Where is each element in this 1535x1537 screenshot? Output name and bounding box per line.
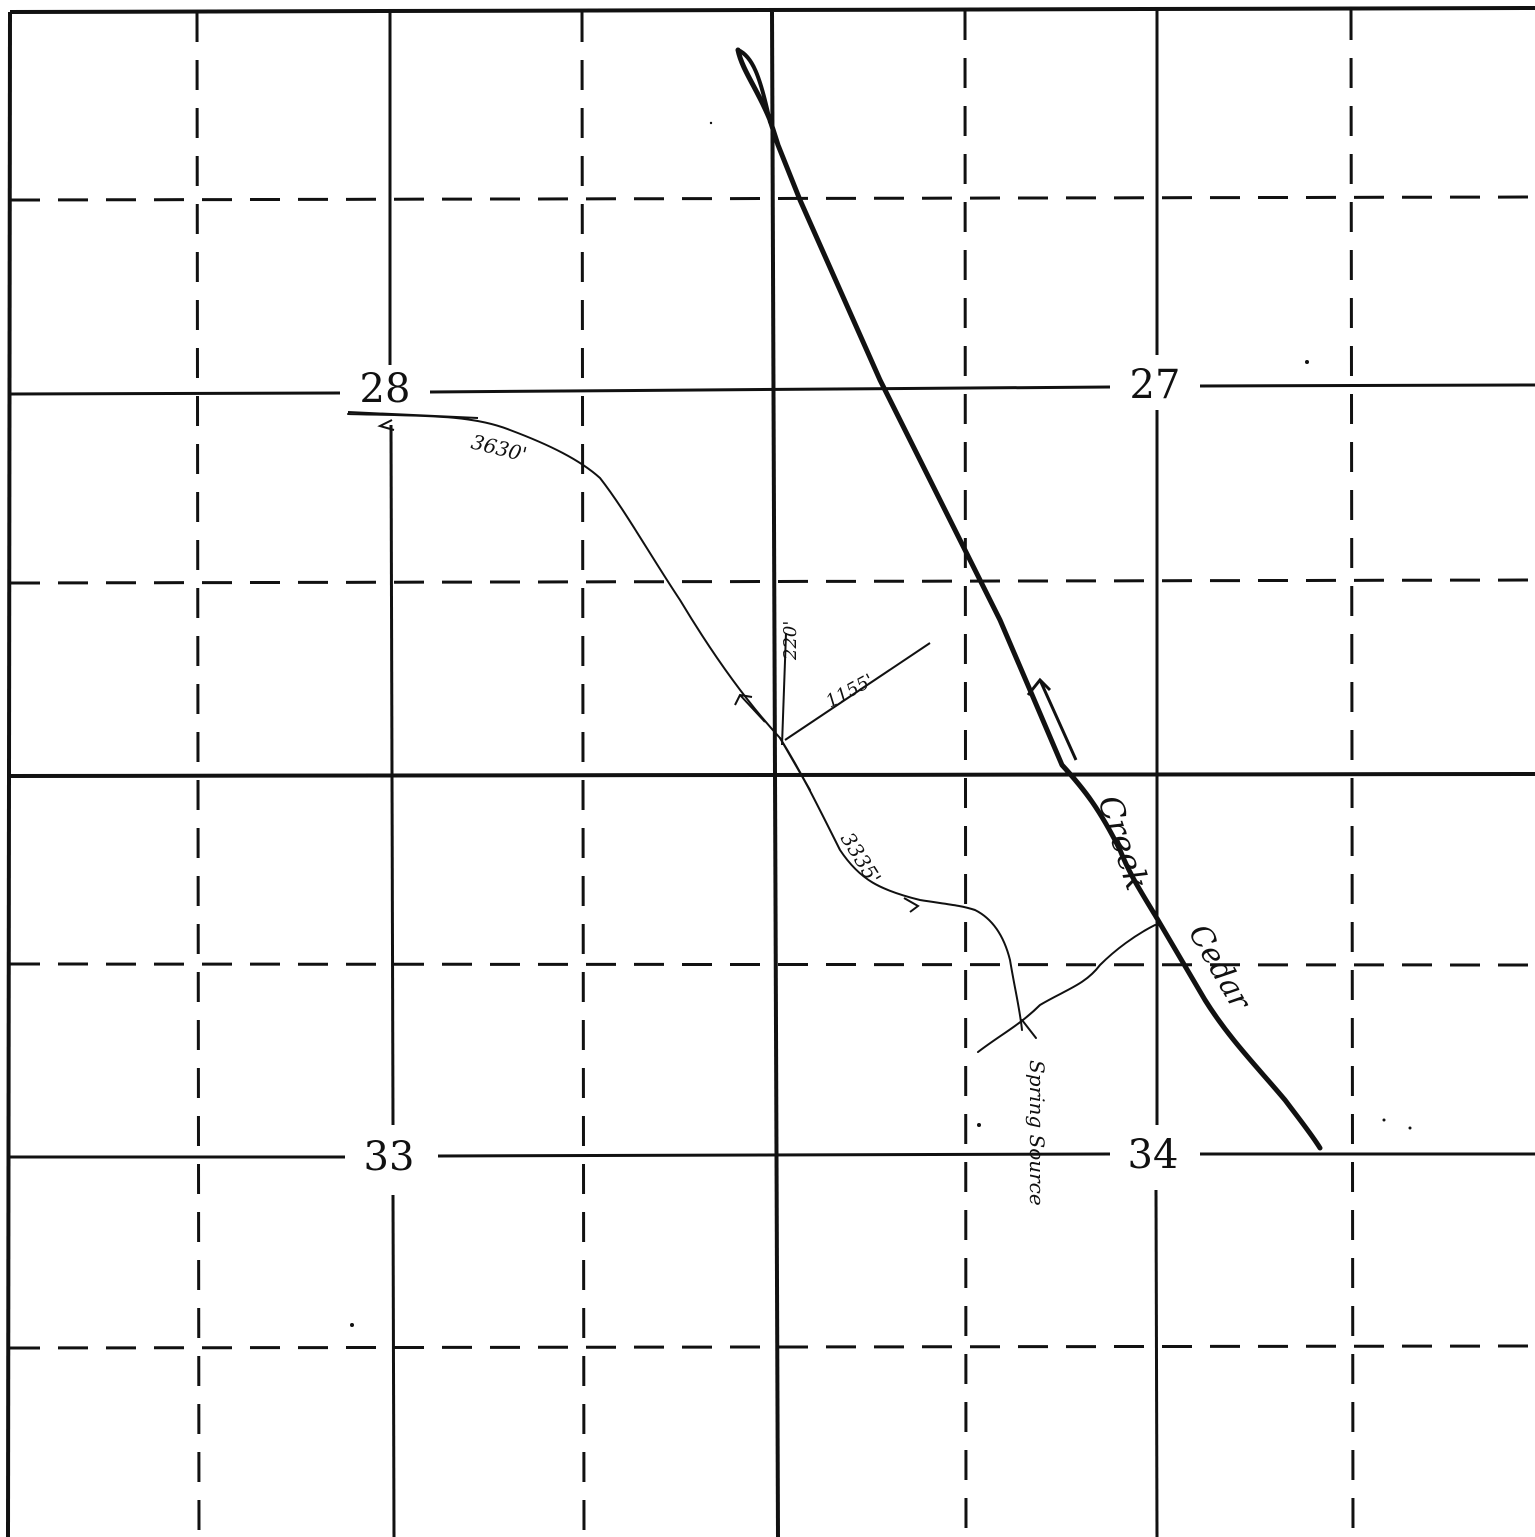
section-label-34: 34: [1128, 1132, 1179, 1178]
section-label-27: 27: [1130, 362, 1181, 408]
dashed-grid: [9, 9, 1535, 1537]
spring-line: [977, 924, 1156, 1053]
paper-specks: [350, 121, 1412, 1327]
spring-source-label: Spring Source: [1025, 1060, 1049, 1206]
cedar-creek: [735, 47, 1323, 1151]
creek-label: Creek: [1090, 791, 1156, 895]
distance-label-220: 220': [780, 621, 801, 661]
distance-label-1155: 1155': [822, 670, 877, 712]
section-label-33: 33: [364, 1134, 415, 1180]
section-lines: [9, 10, 1535, 1537]
pipeline-arrows: [377, 419, 920, 913]
pipeline-route: [347, 413, 1023, 1031]
distance-label-3630: 3630': [469, 430, 530, 467]
cedar-label: Cedar: [1181, 919, 1258, 1018]
creek-arrow: [1026, 677, 1078, 761]
distance-label-3335: 3335': [836, 828, 886, 889]
map-border: [6, 6, 1535, 1537]
junction-lines: [781, 632, 931, 746]
section-label-28: 28: [360, 366, 411, 412]
